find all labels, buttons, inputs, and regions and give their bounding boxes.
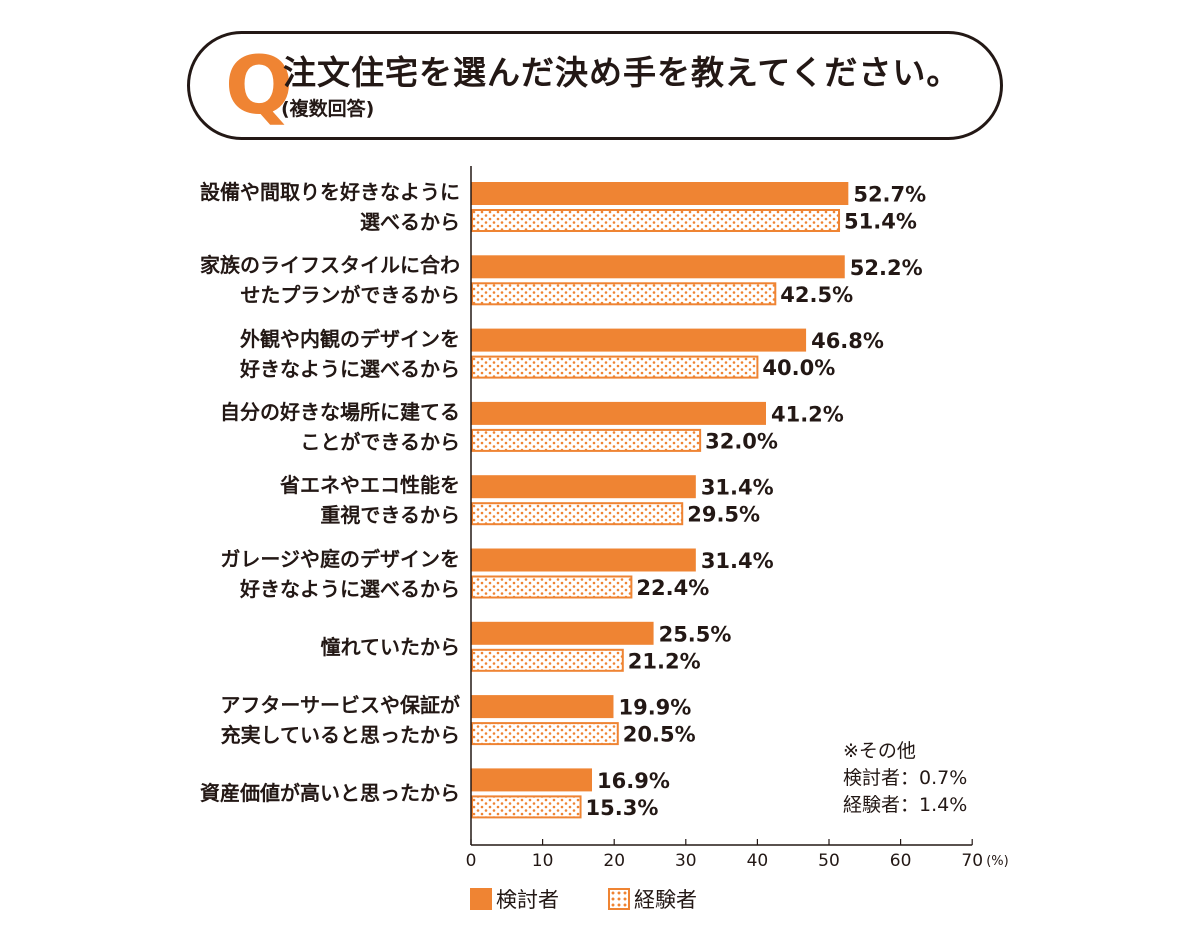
category-label-line: 選べるから (360, 210, 460, 234)
category-label-line: ガレージや庭のデザインを (220, 546, 460, 571)
bars-group: 52.7% 51.4% 52.2% 42.5% 46.8% 40.0% 41.2% 32.0%… (471, 182, 926, 820)
x-tick-label: 70 (961, 851, 983, 871)
legend-label-experienced: 経験者 (634, 888, 697, 912)
other-note-experienced: 経験者：1.4% (843, 794, 968, 816)
value-label-experienced: 32.0% (705, 429, 778, 453)
other-note-title: ※その他 (843, 740, 916, 762)
bar-experienced (471, 575, 633, 599)
category-label-line: せたプランができるから (240, 283, 460, 308)
bar-considering (471, 548, 696, 572)
value-label-considering: 19.9% (618, 696, 691, 720)
bar-experienced (471, 648, 624, 672)
category-label: 外観や内観のデザインを 好きなように選べるから (20, 324, 460, 384)
value-label-considering: 31.4% (701, 476, 774, 500)
category-label-line: 自分の好きな場所に建てる (220, 399, 460, 424)
category-label-line: 好きなように選べるから (240, 576, 460, 601)
bar-experienced (471, 282, 777, 306)
question-text: 注文住宅を選んだ決め手を教えてください。 (283, 53, 961, 92)
value-label-considering: 25.5% (659, 622, 732, 646)
q-mark: Q (225, 39, 294, 132)
bar-considering (471, 328, 807, 352)
category-label-line: 充実していると思ったから (220, 723, 460, 748)
x-tick-label: 0 (466, 851, 477, 871)
category-label-line: 設備や間取りを好きなように (200, 180, 460, 204)
x-tick-label: 20 (603, 851, 625, 871)
value-label-experienced: 22.4% (636, 576, 709, 600)
question-banner: Q 注文住宅を選んだ決め手を教えてください。 (複数回答) (187, 31, 1003, 140)
value-label-experienced: 21.2% (628, 649, 701, 673)
bar-experienced (471, 209, 841, 232)
category-label: アフターサービスや保証が 充実していると思ったから (20, 690, 460, 750)
x-tick-label: 50 (818, 851, 840, 871)
category-label-line: 家族のライフスタイルに合わ (200, 253, 460, 278)
category-label-line: 好きなように選べるから (240, 356, 460, 381)
value-label-considering: 41.2% (771, 402, 844, 426)
axes-group: 0 10 20 30 40 50 60 70 (%) (466, 166, 1009, 871)
value-label-experienced: 51.4% (844, 210, 917, 234)
x-tick-label: 10 (532, 851, 554, 871)
bar-considering (471, 475, 696, 499)
category-label-line: 外観や内観のデザインを (240, 326, 460, 351)
value-label-experienced: 20.5% (623, 723, 696, 747)
bar-experienced (471, 795, 582, 819)
bar-considering (471, 768, 593, 792)
category-label: 自分の好きな場所に建てることができるから (20, 397, 460, 457)
category-label: 設備や間取りを好きなように選べるから (20, 177, 460, 237)
value-label-experienced: 42.5% (780, 283, 853, 307)
other-note: ※その他 検討者：0.7% 経験者：1.4% (843, 738, 967, 819)
bar-considering (471, 621, 654, 645)
value-label-considering: 16.9% (597, 769, 670, 793)
category-label: ガレージや庭のデザインを好きなように選べるから (20, 544, 460, 604)
x-axis-unit: (%) (986, 854, 1009, 869)
value-label-considering: 31.4% (701, 549, 774, 573)
legend-swatch-considering (470, 888, 492, 910)
legend-item-considering: 検討者 (470, 884, 559, 914)
legend-label-considering: 検討者 (496, 888, 559, 912)
question-note: (複数回答) (281, 98, 375, 120)
category-label: 家族のライフスタイルに合わせたプランができるから (20, 250, 460, 310)
bar-considering (471, 182, 849, 205)
bar-considering (471, 695, 614, 719)
category-label-line: 省エネやエコ性能を (280, 473, 460, 498)
legend-item-experienced: 経験者 (608, 884, 697, 914)
category-label-line: 憧れていたから (320, 634, 460, 659)
value-label-considering: 52.7% (853, 183, 926, 207)
x-tick-label: 40 (747, 851, 769, 871)
bar-experienced (471, 355, 759, 379)
value-label-considering: 52.2% (850, 256, 923, 280)
bar-experienced (471, 502, 684, 526)
category-label-line: 資産価値が高いと思ったから (200, 781, 460, 806)
category-label-line: 重視できるから (320, 503, 460, 528)
value-label-considering: 46.8% (811, 329, 884, 353)
other-note-considering: 検討者：0.7% (843, 767, 968, 789)
bar-considering (471, 255, 845, 279)
bar-considering (471, 401, 766, 425)
legend-swatch-experienced (608, 888, 630, 910)
category-label-line: アフターサービスや保証が (220, 693, 460, 718)
category-label: 資産価値が高いと思ったから (20, 778, 460, 808)
bar-experienced (471, 722, 619, 746)
category-label-line: ことができるから (300, 429, 460, 454)
value-label-experienced: 15.3% (586, 796, 659, 820)
value-label-experienced: 40.0% (762, 356, 835, 380)
category-label: 憧れていたから (20, 632, 460, 662)
category-label: 省エネやエコ性能を重視できるから (20, 470, 460, 530)
bar-experienced (471, 428, 702, 452)
x-tick-label: 60 (890, 851, 912, 871)
x-tick-label: 30 (675, 851, 697, 871)
value-label-experienced: 29.5% (687, 503, 760, 527)
